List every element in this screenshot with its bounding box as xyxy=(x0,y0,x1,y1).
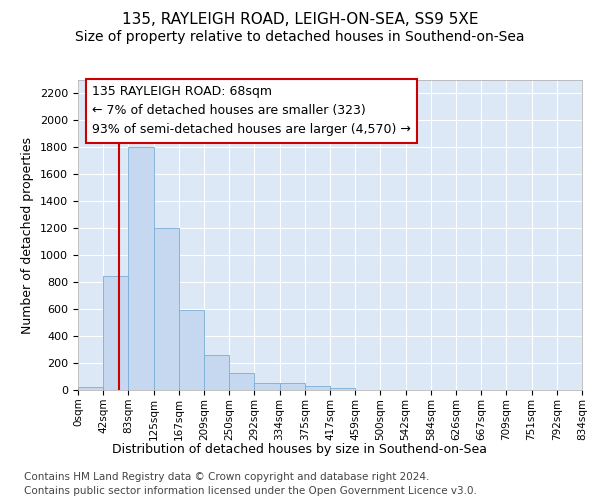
Text: Size of property relative to detached houses in Southend-on-Sea: Size of property relative to detached ho… xyxy=(75,30,525,44)
Text: Contains public sector information licensed under the Open Government Licence v3: Contains public sector information licen… xyxy=(24,486,477,496)
Bar xyxy=(128,148,154,390)
Bar xyxy=(254,384,280,390)
Bar xyxy=(204,355,229,390)
Y-axis label: Number of detached properties: Number of detached properties xyxy=(22,136,34,334)
Text: 135 RAYLEIGH ROAD: 68sqm
← 7% of detached houses are smaller (323)
93% of semi-d: 135 RAYLEIGH ROAD: 68sqm ← 7% of detache… xyxy=(92,86,411,136)
Text: 135, RAYLEIGH ROAD, LEIGH-ON-SEA, SS9 5XE: 135, RAYLEIGH ROAD, LEIGH-ON-SEA, SS9 5X… xyxy=(122,12,478,28)
Bar xyxy=(330,388,355,390)
Bar xyxy=(179,310,204,390)
Text: Contains HM Land Registry data © Crown copyright and database right 2024.: Contains HM Land Registry data © Crown c… xyxy=(24,472,430,482)
Bar xyxy=(229,373,254,390)
Bar xyxy=(103,276,128,390)
Bar xyxy=(280,384,305,390)
Text: Distribution of detached houses by size in Southend-on-Sea: Distribution of detached houses by size … xyxy=(113,442,487,456)
Bar xyxy=(305,386,330,390)
Bar xyxy=(154,228,179,390)
Bar xyxy=(78,386,103,390)
